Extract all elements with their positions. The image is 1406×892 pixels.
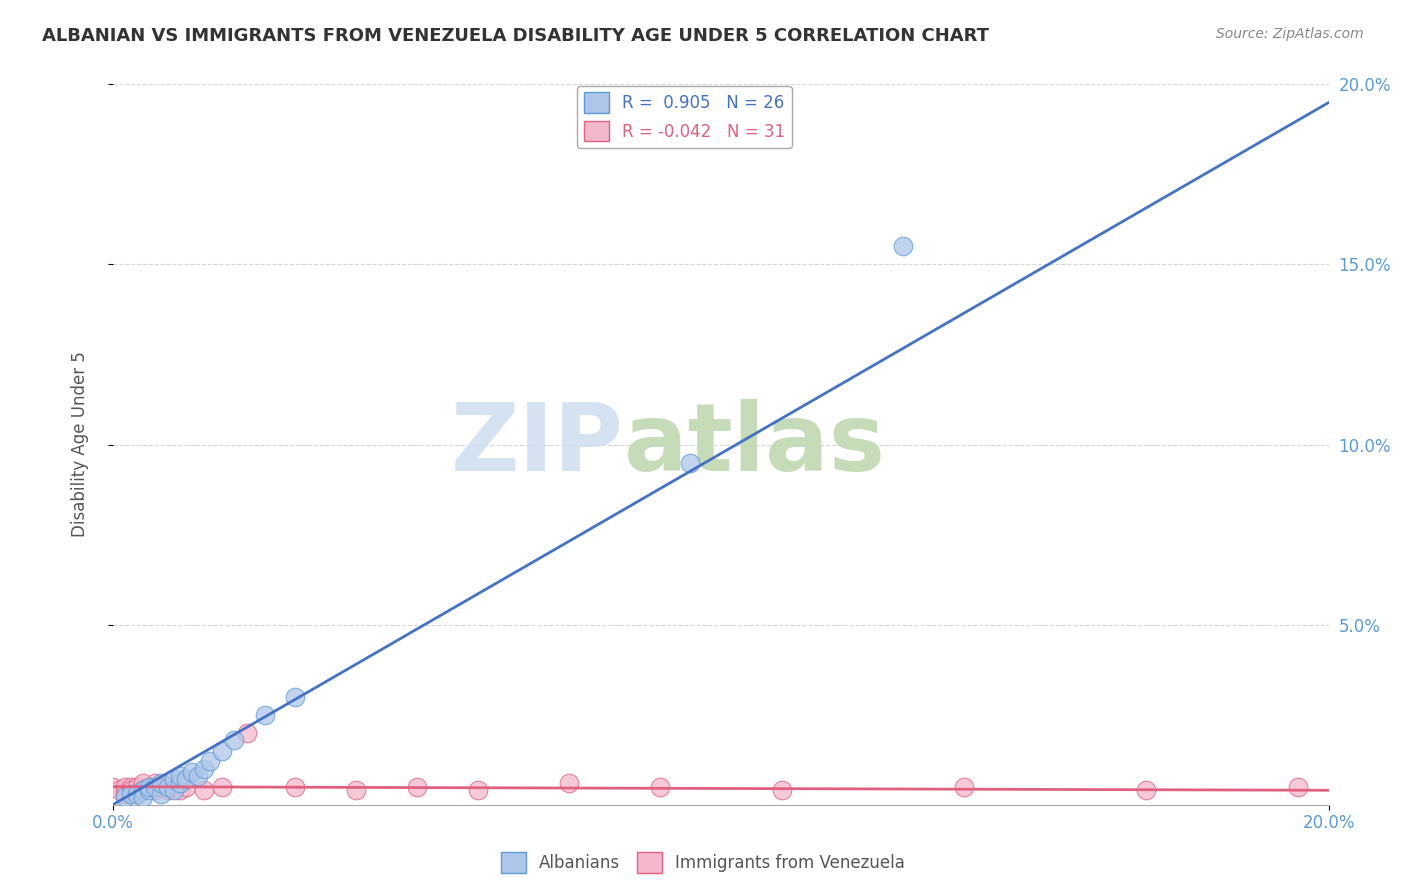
Point (467, 783, 489, 797)
Point (156, 780, 179, 794)
Point (174, 772, 197, 787)
Legend: R =  0.905   N = 26, R = -0.042   N = 31: R = 0.905 N = 26, R = -0.042 N = 31 (576, 86, 792, 148)
Point (163, 772, 186, 787)
Point (193, 783, 215, 797)
Point (253, 707, 276, 722)
Point (169, 769, 191, 783)
Text: ALBANIAN VS IMMIGRANTS FROM VENEZUELA DISABILITY AGE UNDER 5 CORRELATION CHART: ALBANIAN VS IMMIGRANTS FROM VENEZUELA DI… (42, 27, 990, 45)
Point (558, 776, 581, 790)
Point (224, 732, 246, 747)
Point (127, 787, 149, 801)
Point (679, 456, 702, 470)
Point (114, 787, 136, 801)
Point (211, 780, 233, 794)
Point (163, 783, 186, 797)
Point (1135, 783, 1157, 797)
Point (114, 780, 136, 794)
Point (648, 780, 671, 794)
Y-axis label: Disability Age Under 5: Disability Age Under 5 (72, 351, 89, 538)
Point (169, 783, 191, 797)
Point (150, 776, 173, 790)
Point (120, 783, 142, 797)
Point (193, 762, 215, 776)
Point (132, 790, 155, 805)
Point (120, 780, 142, 794)
Point (187, 769, 209, 783)
Text: atlas: atlas (623, 399, 884, 491)
Point (211, 744, 233, 758)
Point (138, 780, 160, 794)
Point (108, 783, 131, 797)
Point (163, 780, 186, 794)
Point (1286, 780, 1309, 794)
Point (180, 765, 202, 780)
Point (235, 725, 257, 739)
Point (127, 780, 149, 794)
Point (138, 780, 160, 794)
Point (344, 783, 367, 797)
Point (770, 783, 793, 797)
Point (405, 780, 427, 794)
Point (174, 780, 197, 794)
Point (132, 783, 155, 797)
Point (169, 776, 191, 790)
Text: Source: ZipAtlas.com: Source: ZipAtlas.com (1216, 27, 1364, 41)
Point (145, 780, 167, 794)
Point (145, 776, 167, 790)
Text: ZIP: ZIP (451, 399, 623, 491)
Point (150, 787, 173, 801)
Point (156, 783, 179, 797)
Point (138, 783, 160, 797)
Legend: Albanians, Immigrants from Venezuela: Albanians, Immigrants from Venezuela (494, 846, 912, 880)
Point (132, 776, 155, 790)
Point (132, 783, 155, 797)
Point (145, 783, 167, 797)
Point (284, 690, 307, 704)
Point (198, 755, 221, 769)
Point (284, 780, 307, 794)
Point (101, 780, 124, 794)
Point (120, 787, 142, 801)
Point (150, 780, 173, 794)
Point (114, 790, 136, 805)
Point (127, 787, 149, 801)
Point (953, 780, 976, 794)
Point (891, 239, 914, 253)
